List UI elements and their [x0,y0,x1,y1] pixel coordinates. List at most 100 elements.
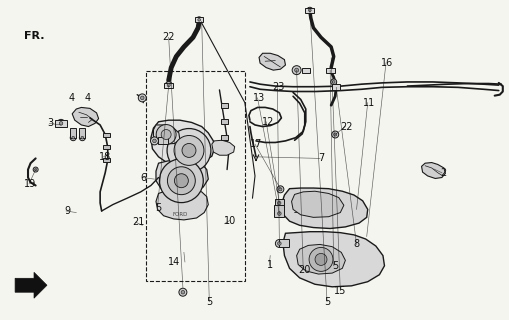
Bar [195,17,203,22]
Text: 16: 16 [380,58,392,68]
Text: 9: 9 [64,206,70,216]
Text: 15: 15 [333,286,346,296]
Circle shape [33,167,38,172]
Circle shape [165,82,172,89]
Polygon shape [151,120,214,166]
Circle shape [181,291,184,294]
Circle shape [35,168,37,171]
Polygon shape [153,125,180,144]
Polygon shape [72,108,98,126]
Bar [325,68,334,73]
Polygon shape [15,272,47,298]
Circle shape [159,159,203,203]
Bar [55,120,67,127]
Circle shape [330,79,336,85]
Bar [164,83,173,88]
Bar [79,128,85,138]
Text: 13: 13 [252,93,265,103]
Text: 5: 5 [323,297,330,307]
Circle shape [156,124,176,144]
Text: 4: 4 [84,93,90,103]
Text: 5: 5 [331,261,337,271]
Circle shape [59,122,63,125]
Circle shape [57,119,65,127]
Circle shape [292,66,300,75]
Circle shape [196,17,202,23]
Circle shape [161,130,171,140]
Polygon shape [156,189,208,220]
Text: 14: 14 [167,257,180,267]
Polygon shape [281,188,367,228]
Circle shape [167,167,195,195]
Circle shape [306,7,312,13]
Text: 3: 3 [48,118,54,128]
Text: 11: 11 [362,98,375,108]
Text: 10: 10 [223,216,235,226]
Bar [220,103,228,108]
Circle shape [81,136,83,139]
Circle shape [308,9,310,12]
Circle shape [277,242,280,245]
Circle shape [167,129,211,172]
Text: FR.: FR. [24,31,44,41]
Circle shape [197,19,200,21]
Text: 21: 21 [132,217,144,227]
Circle shape [70,135,76,141]
Text: 17: 17 [249,139,262,149]
Circle shape [72,136,74,139]
Circle shape [179,288,186,296]
Circle shape [150,137,158,145]
Circle shape [174,135,204,165]
Bar [70,128,76,138]
Text: 20: 20 [298,265,310,275]
Circle shape [182,143,195,157]
Text: 22: 22 [340,122,352,132]
Circle shape [174,174,188,188]
Bar [301,68,309,73]
Circle shape [332,81,334,83]
Bar [331,84,340,90]
Text: 2: 2 [439,168,445,178]
Bar [102,132,109,137]
Text: 5: 5 [206,297,212,307]
Circle shape [278,188,281,191]
Polygon shape [296,244,345,274]
Circle shape [152,139,156,143]
Circle shape [331,131,338,138]
Polygon shape [259,53,285,70]
Text: FORD: FORD [172,212,187,217]
Bar [220,119,228,124]
Text: 6: 6 [140,172,146,182]
Bar [102,158,109,162]
Circle shape [167,84,170,87]
Bar [102,145,109,149]
Circle shape [315,253,326,265]
Polygon shape [211,140,234,155]
Circle shape [277,212,280,215]
Text: 5: 5 [155,203,161,213]
Circle shape [275,210,283,218]
Circle shape [138,94,146,102]
Circle shape [294,68,298,72]
Polygon shape [291,191,343,217]
Text: 12: 12 [261,117,273,127]
Bar [157,137,167,144]
Polygon shape [156,160,208,195]
Bar [305,8,314,13]
Text: 8: 8 [353,239,359,249]
Circle shape [308,247,332,271]
Circle shape [277,202,280,204]
Text: 22: 22 [162,32,175,42]
Polygon shape [421,163,444,179]
Bar [274,198,284,207]
Circle shape [79,135,85,141]
Text: 19: 19 [24,179,37,189]
Bar [146,71,244,281]
Text: 4: 4 [68,93,74,103]
Bar [279,239,289,247]
Polygon shape [282,232,384,287]
Circle shape [275,200,282,206]
Text: 23: 23 [272,82,284,92]
Bar [220,135,228,140]
Bar [274,205,284,217]
